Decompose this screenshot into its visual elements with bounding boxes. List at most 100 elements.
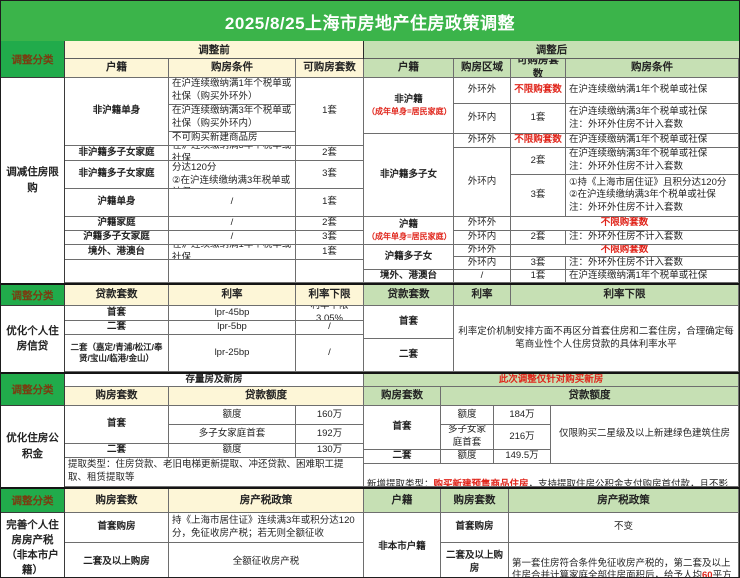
- cell-count: 2套: [511, 148, 566, 175]
- cell-condition: 不可购买新建商品房: [169, 132, 296, 146]
- cell-hukou: 非沪籍 （成年单身=居民家庭）: [364, 78, 454, 134]
- cell-quota-value: 130万: [296, 444, 364, 458]
- cell-hukou: 非本市户籍: [364, 513, 441, 577]
- cell-condition: 在沪连续缴纳满1年个税单或社保: [566, 270, 739, 283]
- col-hukou: 户籍: [364, 489, 441, 513]
- cell-count-unlimited: 不限购套数: [511, 245, 739, 257]
- cell-condition: 在沪连续缴纳满1年个税单或社保: [169, 245, 296, 260]
- category-column: 调整分类 调减住房限购: [1, 41, 65, 283]
- cell-hukou: 非沪籍多子女家庭: [65, 146, 169, 161]
- cell-zone: /: [454, 270, 511, 283]
- cell-zone: 外环内: [454, 104, 511, 134]
- cell-count: 1套: [296, 245, 364, 260]
- after-half: 调整后 户籍 购房区域 可购房套数 购房条件 非沪籍 （成年单身=居民家庭） 外…: [364, 41, 739, 283]
- before-header: 调整前: [65, 41, 363, 59]
- cell-condition: 注：外环外住房不计入套数: [566, 257, 739, 270]
- cell-zone: 外环内: [454, 257, 511, 270]
- new-withdraw-prefix: 新增提取类型：: [367, 478, 434, 487]
- before-half: 购房套数 房产税政策 首套购房 持《上海市居住证》连续满3年或积分达120分，免…: [65, 489, 364, 577]
- tax-policy-text: 第一套住房符合条件免征收房产税的，第二套及以上住房合并计算家庭全部住房面积后，给…: [512, 557, 731, 578]
- col-loan-count: 贷款套数: [364, 285, 454, 306]
- cell-condition: 在沪连续缴纳满1年个税单或社保: [566, 78, 739, 104]
- cell-count: 3套: [511, 175, 566, 217]
- cell-tax-policy: 不变: [509, 513, 739, 543]
- cell-empty: [296, 260, 364, 283]
- cell-loan-count: 首套: [364, 306, 454, 339]
- cell-count-unlimited: 不限购套数: [511, 78, 566, 104]
- cell-rate-floor: 利率下限3.05%: [296, 306, 364, 321]
- cell-condition: 在沪连续缴纳满3年个税单或社保 注：外环外住房不计入套数: [566, 104, 739, 134]
- cell-hukou: 非沪籍多子女家庭: [65, 161, 169, 189]
- cell-tax-policy: 持《上海市居住证》连续满3年或积分达120分，免征收房产税；若无则全额征收: [169, 513, 364, 543]
- cell-zone: 外环外: [454, 245, 511, 257]
- col-loan-quota: 贷款额度: [441, 387, 739, 406]
- cell-condition: /: [169, 189, 296, 217]
- cell-loan-count: 首套: [65, 306, 169, 321]
- cell-zone: 外环内: [454, 148, 511, 217]
- cell-condition: 在沪连续缴纳满3年个税单或社保: [169, 146, 296, 161]
- cell-zone: 外环外: [454, 78, 511, 104]
- col-loan-count: 贷款套数: [65, 285, 169, 306]
- cell-hukou: 沪籍多子女: [364, 245, 454, 270]
- col-condition: 购房条件: [566, 59, 739, 78]
- col-zone: 购房区域: [454, 59, 511, 78]
- after-half: 户籍 购房套数 房产税政策 非本市户籍 首套购房 不变 二套及以上购房 第一套住…: [364, 489, 739, 578]
- category-header: 调整分类: [1, 41, 64, 78]
- col-purchase-count: 购房套数: [441, 489, 509, 513]
- section-credit: 调整分类 优化个人住房信贷 贷款套数 利率 利率下限 首套 lpr-45bp 利…: [1, 283, 739, 372]
- cell-quota-value: 192万: [296, 425, 364, 444]
- hukou-note: （成年单身=居民家庭）: [367, 231, 452, 241]
- tax-policy-red-value: 60: [702, 570, 713, 578]
- cell-quota-value: 216万: [494, 425, 551, 450]
- cell-hukou: 沪籍单身: [65, 189, 169, 217]
- col-hukou: 户籍: [364, 59, 454, 78]
- cell-rate: lpr-45bp: [169, 306, 296, 321]
- cell-tax-policy: 全额征收房产税: [169, 543, 364, 577]
- col-condition: 购房条件: [169, 59, 296, 78]
- cell-rate-note: 利率定价机制安排方面不再区分首套住房和二套住房，合理确定每笔商业性个人住房贷款的…: [454, 306, 739, 372]
- cell-count: 2套: [296, 217, 364, 231]
- cell-purchase-count: 首套购房: [441, 513, 509, 543]
- col-rate: 利率: [454, 285, 511, 306]
- cell-purchase-count: 首套: [65, 406, 169, 444]
- cell-quota-type: 多子女家庭首套: [441, 425, 494, 450]
- tax-policy-text: 平方米的免税面积扣除；若首套非免征，则二套及以上均全额征收。: [712, 570, 732, 578]
- cell-rate-floor: /: [296, 321, 364, 335]
- after-half: 此次调整仅针对购买新房 购房套数 贷款额度 首套 额度 184万 仅限购买二星级…: [364, 374, 739, 487]
- category-header: 调整分类: [1, 489, 64, 513]
- cell-condition: 在沪连续缴纳满1年个税单或社保（购买外环外）: [169, 78, 296, 105]
- category-label-fund: 优化住房公积金: [1, 406, 64, 487]
- col-tax-policy: 房产税政策: [509, 489, 739, 513]
- cell-purchase-count: 二套: [65, 444, 169, 458]
- hukou-note: （成年单身=居民家庭）: [367, 106, 452, 116]
- cell-withdraw-types: 提取类型：住房贷款、老旧电梯更新提取、冲还贷款、困难职工提取、租赁提取等: [65, 458, 364, 487]
- cell-loan-count: 二套（嘉定/青浦/松江/奉贤/宝山/临港/金山）: [65, 335, 169, 372]
- col-count: 可购房套数: [511, 59, 566, 78]
- cell-purchase-count: 二套: [364, 450, 441, 464]
- banner-existing-new: 存量房及新房: [65, 374, 364, 387]
- cell-empty: [169, 260, 296, 283]
- banner-new-homes-only: 此次调整仅针对购买新房: [364, 374, 739, 387]
- category-column: 调整分类 完善个人住房房产税（非本市户籍）: [1, 489, 65, 577]
- cell-condition: /: [169, 217, 296, 231]
- section-purchase-limit: 调整分类 调减住房限购 调整前 户籍 购房条件 可购房套数 非沪籍单身 在沪连续…: [1, 41, 739, 283]
- cell-rate: lpr-25bp: [169, 335, 296, 372]
- cell-green-building-note: 仅限购买二星级及以上新建绿色建筑住房: [551, 406, 739, 464]
- cell-zone: 外环内: [454, 231, 511, 245]
- cell-zone: 外环外: [454, 217, 511, 231]
- cell-count: 3套: [296, 231, 364, 245]
- cell-empty: [65, 260, 169, 283]
- cell-count-unlimited: 不限购套数: [511, 134, 566, 148]
- col-purchase-count: 购房套数: [364, 387, 441, 406]
- cell-hukou: 沪籍家庭: [65, 217, 169, 231]
- cell-rate: lpr-5bp: [169, 321, 296, 335]
- page-title: 2025/8/25上海市房地产住房政策调整: [1, 1, 739, 41]
- cell-new-withdraw-type: 新增提取类型：购买新建预售商品住房，支持提取住房公积金支付购房首付款，且不影响住…: [364, 464, 739, 487]
- cell-purchase-count: 首套: [364, 406, 441, 450]
- cell-count: 2套: [511, 231, 566, 245]
- cell-hukou: 境外、港澳台: [65, 245, 169, 260]
- cell-condition: ①持《上海市居住证》且积分达120分 ②在沪连续缴纳满3年税单或社保: [169, 161, 296, 189]
- before-half: 贷款套数 利率 利率下限 首套 lpr-45bp 利率下限3.05% 二套 lp…: [65, 285, 364, 372]
- before-half: 调整前 户籍 购房条件 可购房套数 非沪籍单身 在沪连续缴纳满1年个税单或社保（…: [65, 41, 364, 283]
